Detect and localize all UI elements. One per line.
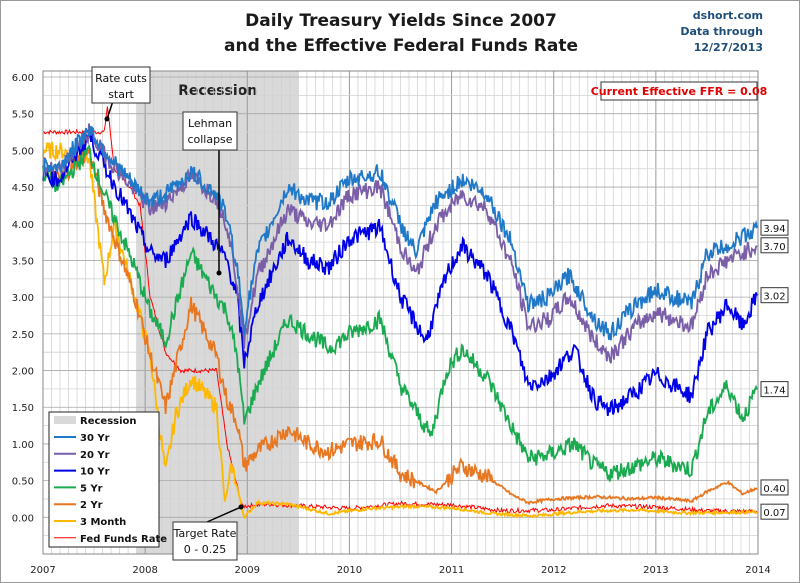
x-tick-label: 2012 — [541, 565, 566, 576]
series-line-30-yr — [42, 125, 758, 341]
x-tick-label: 2007 — [30, 565, 55, 576]
chart-title: Daily Treasury Yields Since 2007 — [245, 11, 557, 31]
end-value-box — [760, 219, 789, 236]
annotation-text: Lehman — [188, 117, 232, 130]
annotation-arrow — [106, 100, 114, 120]
annotation-box — [91, 66, 151, 104]
end-value-box — [760, 503, 789, 520]
data-date-label: 12/27/2013 — [694, 41, 763, 54]
legend-label: 5 Yr — [80, 483, 103, 494]
x-tick-label: 2010 — [337, 565, 362, 576]
y-tick-label: 1.50 — [12, 403, 34, 414]
x-tick-label: 2011 — [439, 565, 464, 576]
y-tick-label: 0.00 — [12, 513, 34, 524]
y-tick-label: 1.00 — [12, 440, 34, 451]
end-value-label: 0.40 — [763, 484, 785, 495]
y-tick-label: 0.50 — [12, 477, 34, 488]
series-line-20-yr — [42, 123, 758, 364]
y-tick-label: 5.50 — [12, 110, 34, 121]
annotation-arrow — [206, 506, 242, 523]
annotation-arrowhead — [104, 116, 110, 122]
end-value-label: 3.70 — [763, 242, 785, 253]
legend-label: 30 Yr — [80, 433, 110, 444]
y-tick-label: 4.00 — [12, 220, 34, 231]
annotation-arrowhead — [238, 504, 244, 510]
y-tick-label: 2.00 — [12, 367, 34, 378]
recession-band — [136, 71, 299, 554]
legend-label: 3 Month — [80, 517, 126, 528]
x-tick-label: 2009 — [235, 565, 260, 576]
annotation-text: collapse — [187, 133, 232, 146]
x-tick-label: 2014 — [745, 565, 770, 576]
annotation-box — [182, 111, 238, 151]
annotation-text: Target Rate — [173, 527, 237, 540]
series-line-5-yr — [42, 144, 758, 482]
current-ffr-label: Current Effective FFR = 0.08 — [591, 85, 768, 98]
end-value-box — [760, 479, 789, 496]
legend-swatch-recession — [54, 416, 76, 424]
end-value-box — [760, 237, 789, 254]
legend-label: 2 Yr — [80, 500, 103, 511]
current-ffr-box — [600, 81, 758, 101]
legend-label: Fed Funds Rate — [80, 534, 167, 545]
end-value-label: 3.94 — [763, 224, 785, 235]
chart-subtitle: and the Effective Federal Funds Rate — [224, 36, 578, 56]
x-tick-label: 2013 — [643, 565, 668, 576]
y-tick-label: 3.50 — [12, 256, 34, 267]
series-line-2-yr — [42, 148, 758, 506]
y-tick-label: 5.00 — [12, 146, 34, 157]
series-line-10-yr — [42, 133, 758, 417]
annotation-text: Rate cuts — [95, 72, 147, 85]
annotation-text: 0 - 0.25 — [184, 543, 226, 556]
legend-label: 10 Yr — [80, 467, 110, 478]
y-tick-label: 4.50 — [12, 183, 34, 194]
plot-frame — [42, 70, 759, 555]
end-value-box — [760, 287, 789, 304]
end-value-label: 3.02 — [763, 292, 785, 303]
x-tick-label: 2008 — [132, 565, 157, 576]
series-line-3-month — [42, 141, 758, 519]
annotation-arrowhead — [216, 270, 222, 276]
recession-label: Recession — [178, 83, 257, 99]
end-value-label: 0.07 — [763, 508, 785, 519]
end-value-box — [760, 381, 789, 398]
y-tick-label: 6.00 — [12, 73, 34, 84]
legend-label-recession: Recession — [80, 416, 137, 427]
end-value-label: 1.74 — [763, 386, 785, 397]
data-through-label: Data through — [680, 25, 763, 38]
legend-box — [48, 411, 160, 548]
source-label: dshort.com — [693, 9, 763, 22]
annotation-text: start — [108, 88, 134, 101]
legend-label: 20 Yr — [80, 450, 110, 461]
y-tick-label: 3.00 — [12, 293, 34, 304]
y-tick-label: 2.50 — [12, 330, 34, 341]
annotation-box — [172, 521, 238, 561]
